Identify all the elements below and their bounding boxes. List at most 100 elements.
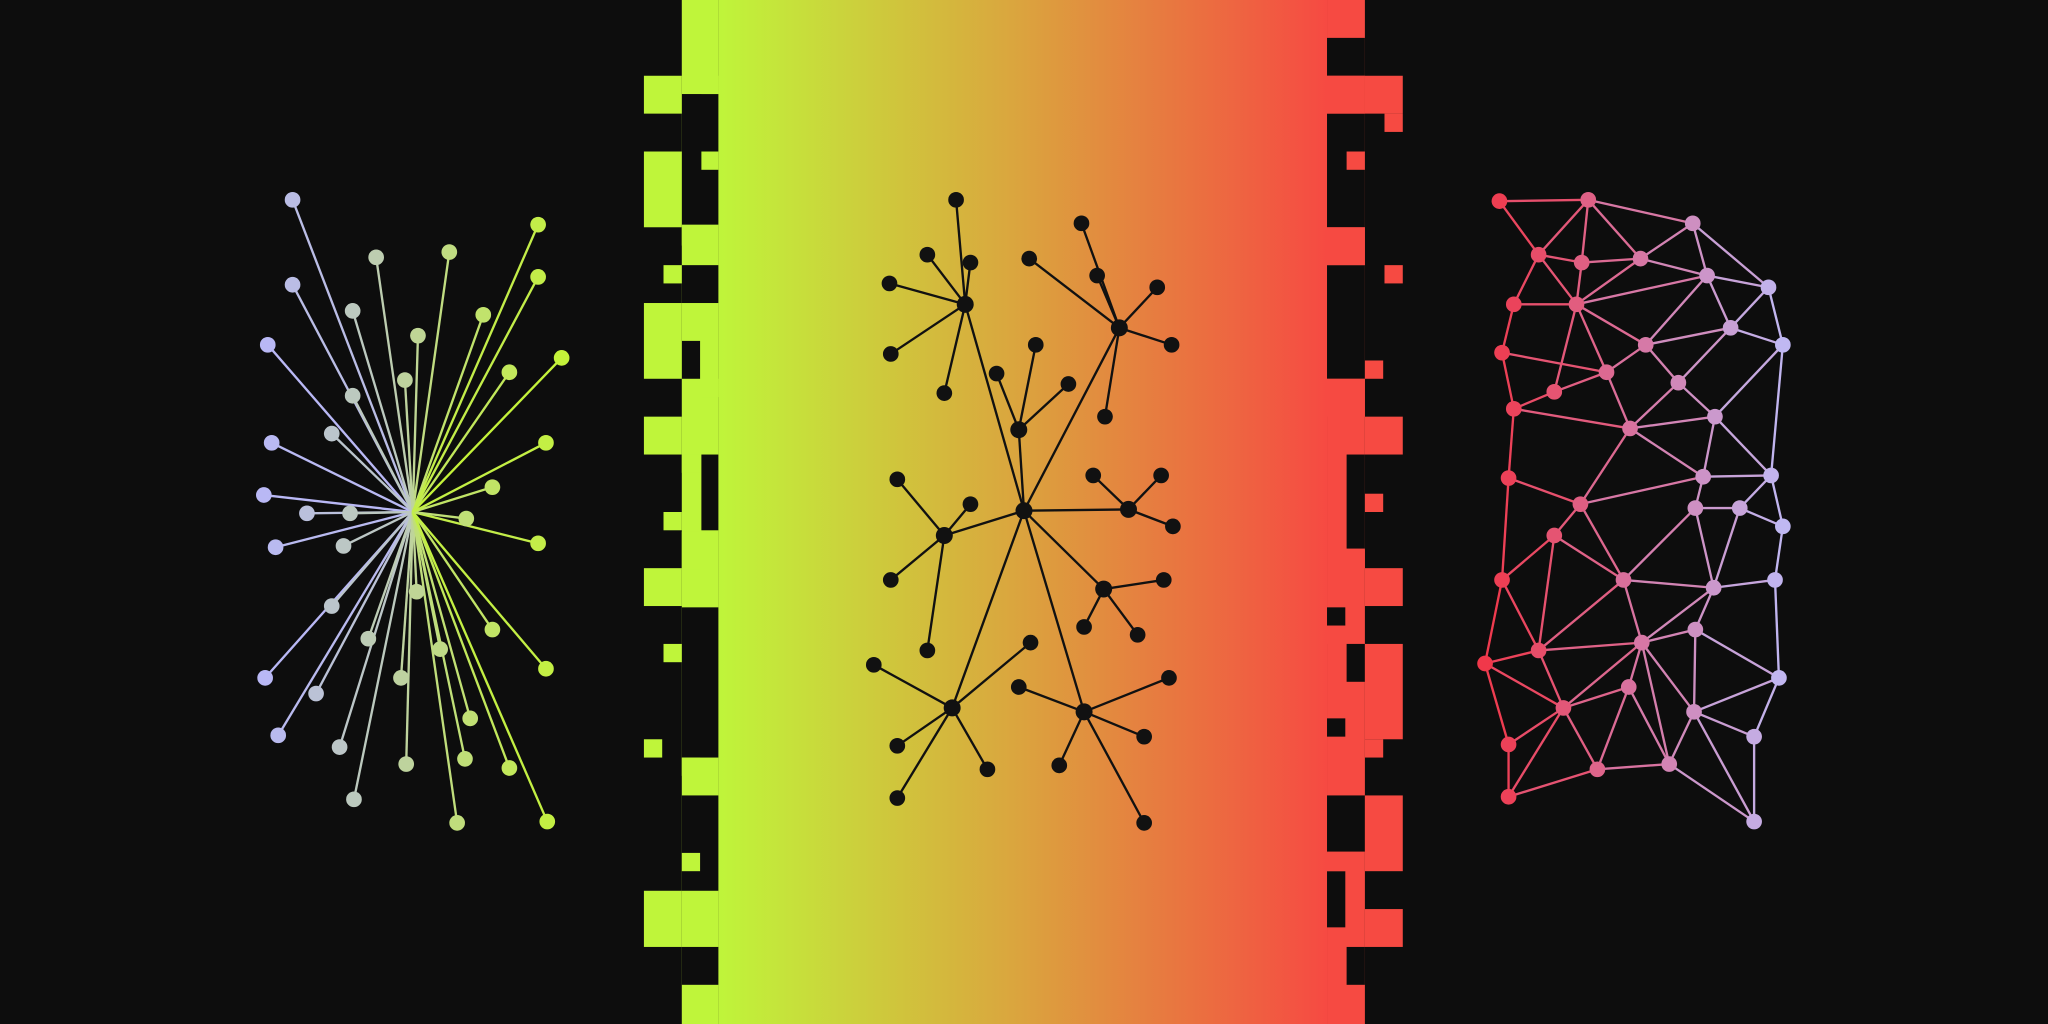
edge (411, 511, 459, 824)
edge (1553, 371, 1607, 393)
node (1695, 468, 1712, 485)
hub-node (1075, 703, 1093, 721)
edge (1023, 509, 1105, 590)
hub-node (943, 699, 961, 717)
leaf-node (889, 737, 906, 754)
pixel-block (643, 416, 682, 455)
edge (342, 510, 414, 548)
edge (1692, 629, 1697, 712)
leaf-node (988, 365, 1005, 382)
node (1546, 527, 1563, 544)
pixel-block (1384, 113, 1403, 132)
edge (1022, 327, 1121, 512)
pixel-block (1327, 852, 1346, 872)
edge (1118, 286, 1159, 329)
node (1746, 728, 1762, 745)
node (1661, 756, 1678, 772)
node (457, 751, 473, 767)
edge (1103, 327, 1121, 417)
edge (1580, 199, 1590, 263)
leaf-node (1076, 619, 1092, 635)
edge (1693, 710, 1755, 738)
edge (1483, 663, 1510, 745)
node (1555, 700, 1572, 716)
edge (1498, 200, 1540, 256)
edge (1500, 579, 1540, 651)
edge (412, 486, 493, 514)
edge (1706, 274, 1769, 289)
edge (1507, 408, 1515, 479)
edge (1693, 711, 1756, 823)
edge (1627, 686, 1671, 765)
pixel-block (1364, 568, 1403, 607)
edge (1730, 326, 1784, 346)
edge (1575, 257, 1642, 306)
pixel-block (681, 454, 701, 473)
hub-node (956, 295, 974, 313)
edge (399, 511, 414, 678)
node (1746, 813, 1762, 830)
node (1500, 788, 1517, 805)
edge (964, 304, 1026, 512)
edge (1644, 274, 1708, 346)
edge (943, 509, 1025, 537)
edge (1102, 588, 1139, 636)
edge (1629, 427, 1704, 478)
node (1494, 572, 1510, 588)
edge (1694, 628, 1780, 679)
edge (1508, 768, 1598, 798)
leaf-node (1153, 467, 1169, 484)
edge (1058, 711, 1086, 766)
leaf-node (1027, 336, 1044, 353)
edge (896, 707, 954, 799)
edge (873, 663, 953, 709)
edge (1500, 352, 1515, 410)
node (1775, 518, 1791, 535)
edge (1499, 198, 1589, 203)
edge (266, 344, 414, 513)
leaf-node (1149, 279, 1166, 296)
mesh-network (1477, 192, 1791, 830)
node (308, 685, 324, 702)
node (323, 425, 340, 442)
edge (352, 511, 414, 800)
edge (405, 511, 414, 765)
pixel-block (681, 531, 701, 570)
node (263, 434, 280, 451)
edge (1639, 222, 1694, 260)
edge (263, 493, 413, 514)
edge (1507, 706, 1565, 746)
leaf-node (919, 246, 936, 263)
edge (896, 478, 946, 537)
node (1477, 655, 1493, 672)
edge (1645, 326, 1731, 346)
edge (889, 282, 966, 306)
node (1622, 420, 1638, 437)
edge (951, 510, 1026, 709)
edge (1623, 578, 1714, 589)
hub-node (1010, 421, 1028, 439)
edge (411, 251, 451, 513)
node (1589, 761, 1606, 778)
edge (277, 511, 414, 736)
pixel-block (1346, 946, 1365, 985)
node (458, 510, 475, 527)
node (1620, 679, 1637, 695)
leaf-node (1085, 467, 1102, 484)
node (1686, 704, 1702, 720)
node (1573, 254, 1590, 271)
edge (1537, 199, 1590, 256)
edge (1501, 351, 1607, 374)
leaf-node (1136, 815, 1152, 831)
node (530, 535, 546, 552)
node (1491, 193, 1508, 209)
leaf-node (979, 761, 996, 778)
leaf-node (881, 275, 898, 292)
node (1580, 192, 1597, 208)
pixel-block (1364, 739, 1384, 758)
edge (1644, 344, 1680, 384)
starburst-network (256, 192, 570, 831)
pixel-block (701, 151, 719, 170)
